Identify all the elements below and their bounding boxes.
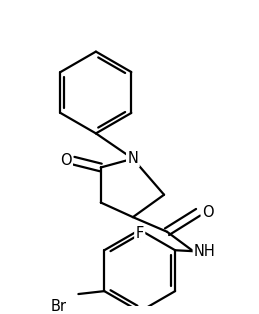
Text: O: O: [60, 153, 71, 168]
Text: O: O: [202, 205, 214, 220]
Text: F: F: [136, 226, 144, 241]
Text: N: N: [127, 151, 138, 166]
Text: Br: Br: [51, 299, 67, 314]
Text: NH: NH: [194, 244, 216, 259]
